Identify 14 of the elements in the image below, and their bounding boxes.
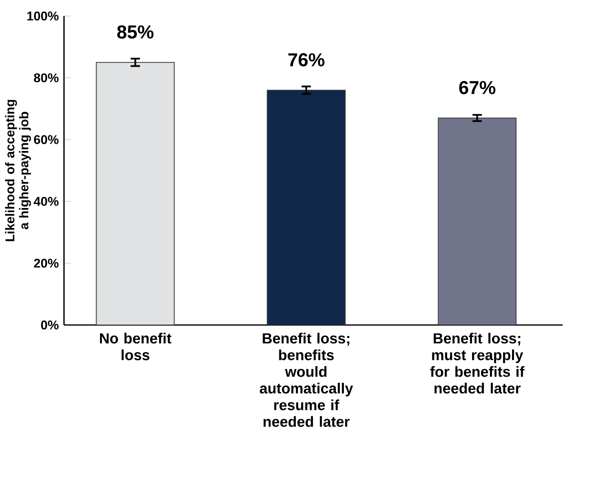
y-tick-label: 40% [34,196,59,206]
y-tick-label: 20% [34,258,59,268]
bar [96,62,175,326]
x-tick-label: Benefit loss; must reapply for benefits if needed later [430,332,524,394]
data-label: 85% [117,25,154,39]
x-tick-label: Benefit loss; benefits would automatically resume if needed later [260,332,354,427]
y-tick-label: 100% [27,12,59,20]
y-tick-label: 0% [41,320,59,330]
y-tick-label: 80% [34,73,59,82]
data-label: 67% [459,80,496,94]
y-tick-label: 60% [34,135,59,144]
data-label: 76% [288,53,324,66]
x-tick-label: No benefit loss [100,332,172,360]
y-axis-title: Likelihood of accepting a higher-paying job [5,100,31,242]
